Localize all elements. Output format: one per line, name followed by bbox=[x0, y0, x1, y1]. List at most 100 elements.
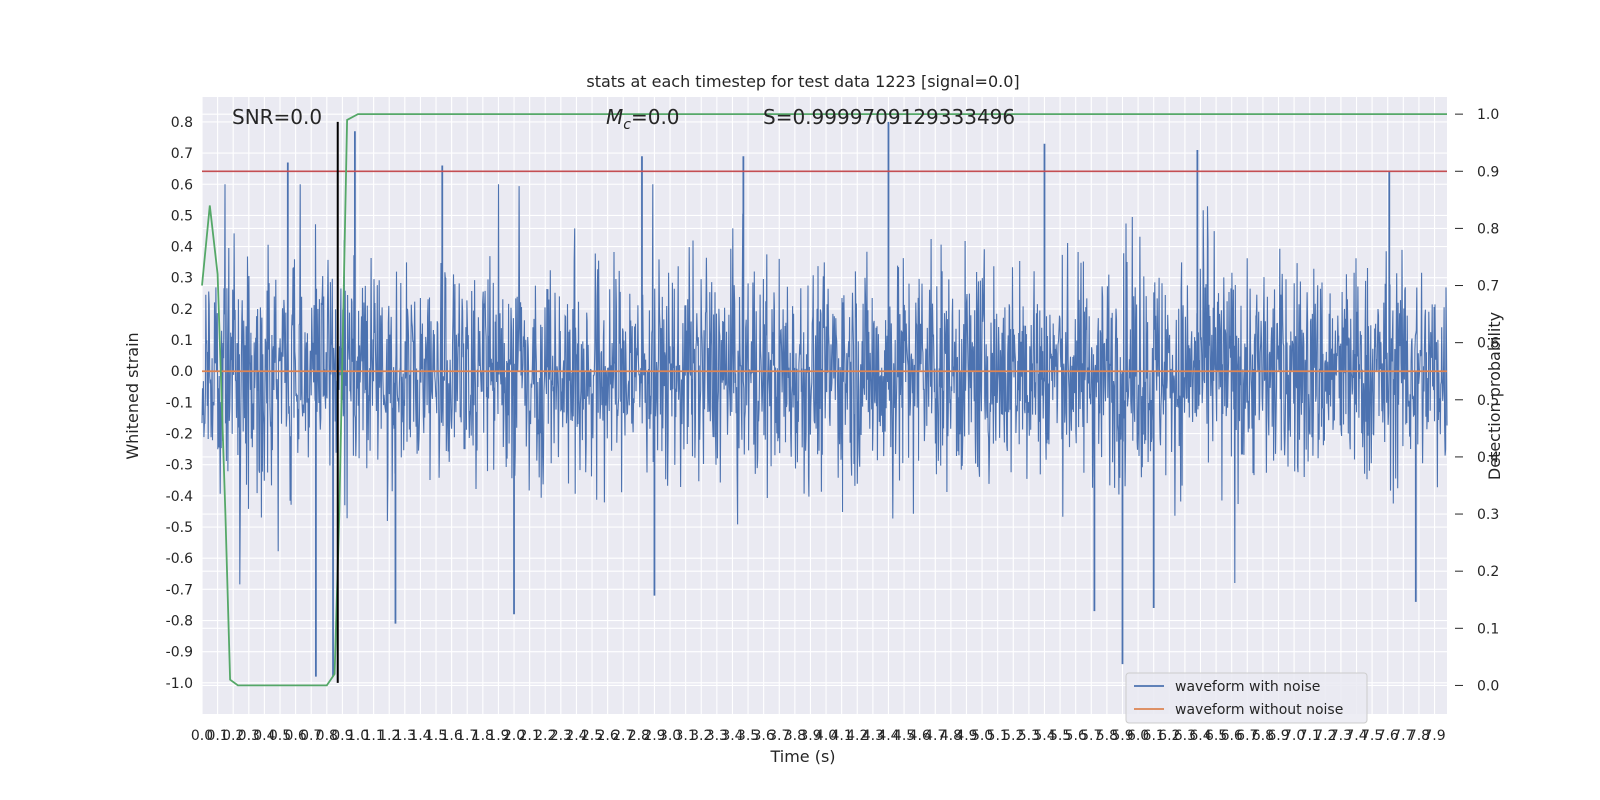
y-tick-label: 0.6 bbox=[171, 177, 193, 193]
x-tick-label: 1.7 bbox=[456, 728, 478, 744]
x-tick-label: 0.9 bbox=[331, 728, 353, 744]
x-tick-label: 6.8 bbox=[1252, 728, 1274, 744]
x-tick-label: 3.2 bbox=[690, 728, 712, 744]
x-tick-label: 7.6 bbox=[1377, 728, 1399, 744]
x-tick-label: 3.5 bbox=[737, 728, 759, 744]
snr-annotation: SNR=0.0 bbox=[232, 105, 322, 129]
x-tick-label: 6.3 bbox=[1174, 728, 1196, 744]
x-tick-label: 1.1 bbox=[362, 728, 384, 744]
chirp-mass-value: =0.0 bbox=[631, 105, 680, 129]
x-tick-label: 7.3 bbox=[1330, 728, 1352, 744]
x-tick-label: 3.9 bbox=[799, 728, 821, 744]
chirp-mass-annotation: Mc=0.0 bbox=[606, 105, 680, 133]
y-tick-label: 0.1 bbox=[171, 333, 193, 349]
x-tick-label: 7.5 bbox=[1361, 728, 1383, 744]
x-tick-label: 1.0 bbox=[347, 728, 369, 744]
y2-tick-label: 0.4 bbox=[1477, 450, 1499, 466]
x-tick-label: 2.7 bbox=[612, 728, 634, 744]
x-tick-label: 7.7 bbox=[1392, 728, 1414, 744]
y-tick-label: -0.3 bbox=[166, 458, 193, 474]
x-tick-label: 7.1 bbox=[1299, 728, 1321, 744]
x-tick-label: 6.2 bbox=[1158, 728, 1180, 744]
x-tick-label: 7.2 bbox=[1314, 728, 1336, 744]
x-tick-label: 6.7 bbox=[1236, 728, 1258, 744]
x-tick-label: 2.2 bbox=[534, 728, 556, 744]
y-tick-label: -0.9 bbox=[166, 645, 193, 661]
y-tick-label: -0.5 bbox=[166, 520, 193, 536]
x-tick-label: 0.3 bbox=[238, 728, 260, 744]
x-tick-label: 5.1 bbox=[987, 728, 1009, 744]
chirp-mass-subscript: c bbox=[623, 117, 631, 133]
y2-axis-label: Detection probability bbox=[1485, 312, 1504, 480]
x-tick-label: 1.9 bbox=[487, 728, 509, 744]
x-tick-label: 6.6 bbox=[1221, 728, 1243, 744]
y-tick-label: 0.5 bbox=[171, 208, 193, 224]
y-tick-label: 0.2 bbox=[171, 302, 193, 318]
legend-entry-clean: waveform without noise bbox=[1175, 702, 1343, 718]
x-tick-label: 1.6 bbox=[440, 728, 462, 744]
x-tick-label: 7.9 bbox=[1423, 728, 1445, 744]
y-tick-label: -0.1 bbox=[166, 395, 193, 411]
x-tick-label: 1.5 bbox=[425, 728, 447, 744]
y2-tick-label: 0.3 bbox=[1477, 507, 1499, 523]
x-tick-label: 4.4 bbox=[877, 728, 899, 744]
x-tick-label: 0.2 bbox=[222, 728, 244, 744]
x-tick-label: 7.4 bbox=[1345, 728, 1367, 744]
x-tick-label: 5.7 bbox=[1080, 728, 1102, 744]
x-tick-label: 1.2 bbox=[378, 728, 400, 744]
x-tick-label: 6.4 bbox=[1189, 728, 1211, 744]
waveform-with-noise-series bbox=[201, 121, 1448, 677]
y2-tick-label: 0.7 bbox=[1477, 279, 1499, 295]
x-tick-label: 2.1 bbox=[518, 728, 540, 744]
x-tick-label: 3.3 bbox=[706, 728, 728, 744]
x-tick-label: 4.9 bbox=[955, 728, 977, 744]
x-tick-label: 2.0 bbox=[503, 728, 525, 744]
x-tick-label: 3.1 bbox=[675, 728, 697, 744]
x-tick-label: 4.3 bbox=[862, 728, 884, 744]
x-axis-label: Time (s) bbox=[769, 747, 835, 766]
x-tick-label: 3.6 bbox=[753, 728, 775, 744]
y-tick-label: -0.2 bbox=[166, 427, 193, 443]
x-tick-label: 1.4 bbox=[409, 728, 431, 744]
x-tick-label: 2.8 bbox=[628, 728, 650, 744]
y-tick-label: 0.8 bbox=[171, 115, 193, 131]
legend-entry-noise: waveform with noise bbox=[1175, 679, 1320, 695]
x-tick-label: 4.0 bbox=[815, 728, 837, 744]
y-axis-label: Whitened strain bbox=[123, 332, 142, 459]
y-tick-label: -0.6 bbox=[166, 551, 193, 567]
y2-tick-label: 0.9 bbox=[1477, 164, 1499, 180]
y2-tick-label: 0.6 bbox=[1477, 336, 1499, 352]
y2-axis-ticks: 1.0 0.9 0.8 0.7 0.6 0.5 0.4 0.3 0.2 0.1 0.0 bbox=[1455, 107, 1499, 694]
x-tick-label: 2.4 bbox=[565, 728, 587, 744]
x-tick-label: 0.6 bbox=[284, 728, 306, 744]
detection-probability-line bbox=[201, 113, 1447, 687]
x-tick-label: 7.0 bbox=[1283, 728, 1305, 744]
x-tick-label: 4.1 bbox=[831, 728, 853, 744]
y-axis-ticks: 0.8 0.7 0.6 0.5 0.4 0.3 0.2 0.1 0.0 -0.1 -0.2 -0.3 -… bbox=[166, 115, 193, 692]
x-tick-label: 2.9 bbox=[643, 728, 665, 744]
y-tick-label: 0.7 bbox=[171, 146, 193, 162]
x-tick-label: 3.7 bbox=[768, 728, 790, 744]
x-tick-label: 3.8 bbox=[784, 728, 806, 744]
overlay-lines bbox=[201, 113, 1447, 687]
y-tick-label: -0.7 bbox=[166, 582, 193, 598]
x-tick-label: 0.1 bbox=[206, 728, 228, 744]
x-tick-label: 6.0 bbox=[1127, 728, 1149, 744]
waveform-noise-line bbox=[201, 184, 1448, 585]
x-tick-label: 3.4 bbox=[721, 728, 743, 744]
x-tick-label: 1.3 bbox=[394, 728, 416, 744]
x-tick-label: 6.9 bbox=[1267, 728, 1289, 744]
y-tick-label: 0.3 bbox=[171, 271, 193, 287]
x-tick-label: 2.6 bbox=[597, 728, 619, 744]
chirp-mass-symbol: M bbox=[606, 105, 623, 129]
y-tick-label: 0.4 bbox=[171, 240, 193, 256]
x-tick-label: 0.0 bbox=[191, 728, 213, 744]
y2-tick-label: 1.0 bbox=[1477, 107, 1499, 123]
x-tick-label: 0.5 bbox=[269, 728, 291, 744]
x-tick-label: 4.7 bbox=[924, 728, 946, 744]
score-annotation: S=0.9999709129333496 bbox=[763, 105, 1015, 129]
y2-tick-label: 0.1 bbox=[1477, 621, 1499, 637]
x-tick-label: 5.9 bbox=[1111, 728, 1133, 744]
x-tick-label: 0.4 bbox=[253, 728, 275, 744]
